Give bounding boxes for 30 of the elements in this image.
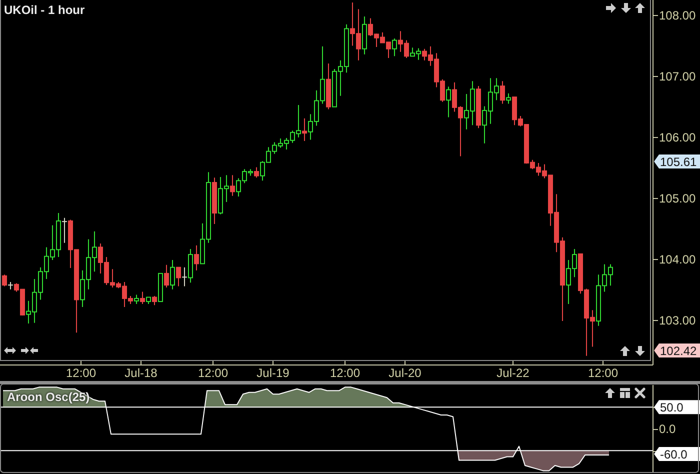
y-tick-label: 105.00	[659, 191, 696, 206]
candlestick	[188, 248, 193, 284]
candlestick	[362, 16, 367, 55]
y-tick-label: 106.00	[659, 130, 696, 144]
candlestick	[212, 177, 217, 225]
x-tick-label: Jul-22	[496, 366, 530, 380]
x-tick-label: 12:00	[66, 366, 96, 380]
x-tick-label: Jul-19	[256, 366, 290, 380]
text: 102.42	[660, 344, 698, 358]
y-tick-label: 108.00	[659, 8, 696, 22]
candlestick	[182, 266, 188, 287]
x-tick-label: 12:00	[198, 366, 228, 380]
y-tick-label: 107.00	[659, 69, 696, 84]
candlestick	[302, 118, 307, 142]
x-tick-label: 12:00	[588, 366, 618, 380]
x-tick-label: Jul-18	[124, 366, 158, 380]
y-tick-label: 104.00	[659, 252, 696, 266]
y-tick-label: 50.0	[660, 400, 684, 415]
candlestick	[170, 260, 175, 290]
y-tick-label: 103.00	[659, 313, 696, 328]
x-tick-label: 12:00	[330, 366, 360, 380]
x-tick-label: Jul-20	[388, 366, 422, 380]
candlestick	[194, 244, 199, 271]
text: -60.0	[660, 448, 688, 462]
chart-title: Aroon Osc(25)	[7, 390, 90, 404]
text: 105.61	[660, 155, 698, 169]
candlestick	[500, 80, 505, 104]
chart-title: UKOil - 1 hour	[4, 3, 85, 17]
y-tick-label: 0.0	[659, 422, 676, 436]
candlestick	[230, 174, 235, 196]
